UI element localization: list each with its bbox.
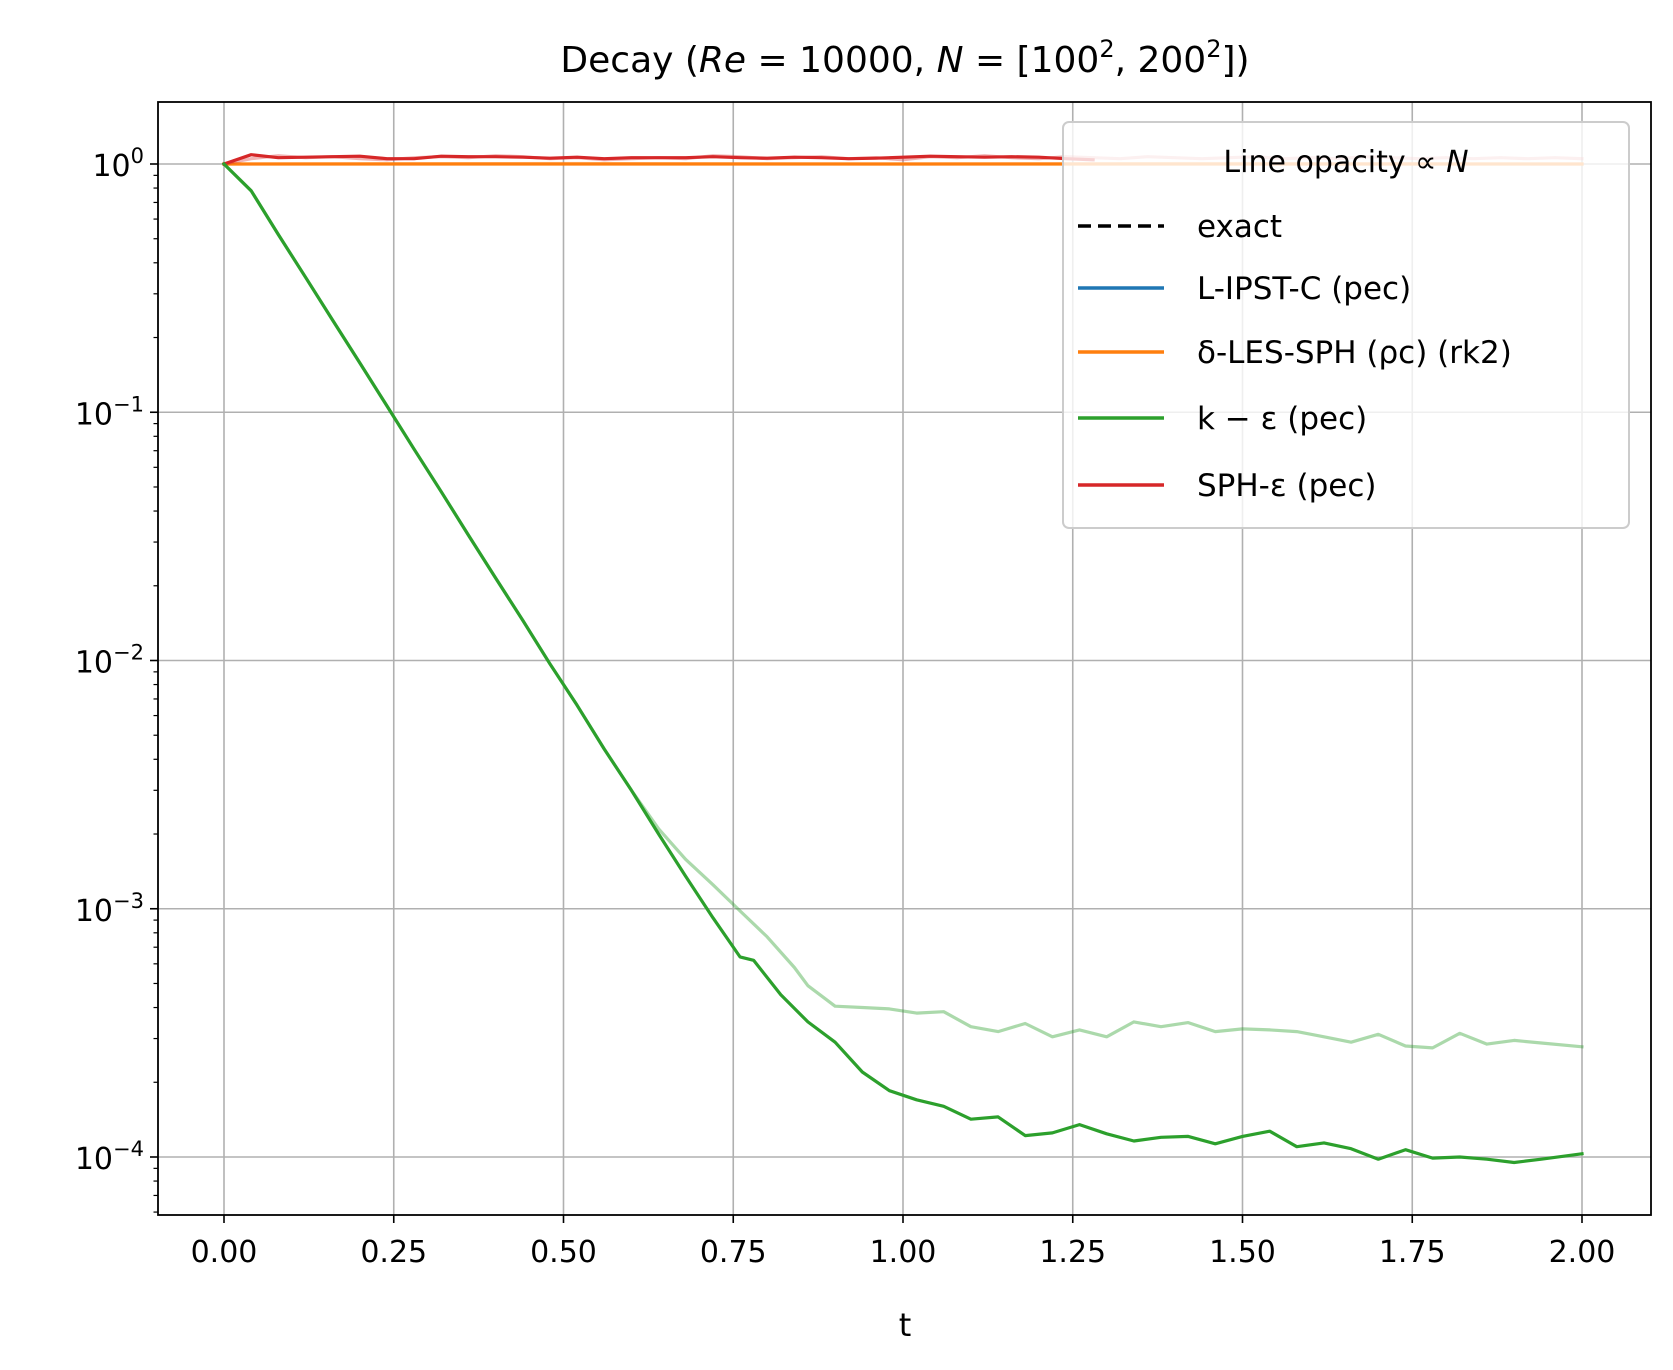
- x-tick-label: 2.00: [1549, 1235, 1616, 1270]
- legend-label: L-IPST-C (pec): [1197, 271, 1411, 307]
- x-tick-label: 1.75: [1379, 1235, 1446, 1270]
- x-tick-label: 0.25: [360, 1235, 427, 1270]
- legend-label: exact: [1197, 209, 1282, 245]
- x-tick-label: 1.50: [1209, 1235, 1276, 1270]
- legend-label: δ-LES-SPH (ρc) (rk2): [1197, 335, 1512, 371]
- legend-title: Line opacity ∝ N: [1223, 145, 1468, 180]
- legend-label: SPH-ε (pec): [1197, 468, 1376, 504]
- legend: Line opacity ∝ N exact L-IPST-C (pec) δ-LE…: [1063, 122, 1629, 528]
- x-tick-label: 0.75: [700, 1235, 767, 1270]
- x-tick-label: 1.25: [1039, 1235, 1106, 1270]
- legend-label: k − ε (pec): [1197, 401, 1367, 437]
- x-tick-label: 0.00: [191, 1235, 258, 1270]
- x-axis-title: t: [899, 1306, 912, 1344]
- chart-title: Decay (Re = 10000, N = [1002, 2002]): [560, 35, 1249, 81]
- x-tick-label: 1.00: [870, 1235, 937, 1270]
- x-tick-label: 0.50: [530, 1235, 597, 1270]
